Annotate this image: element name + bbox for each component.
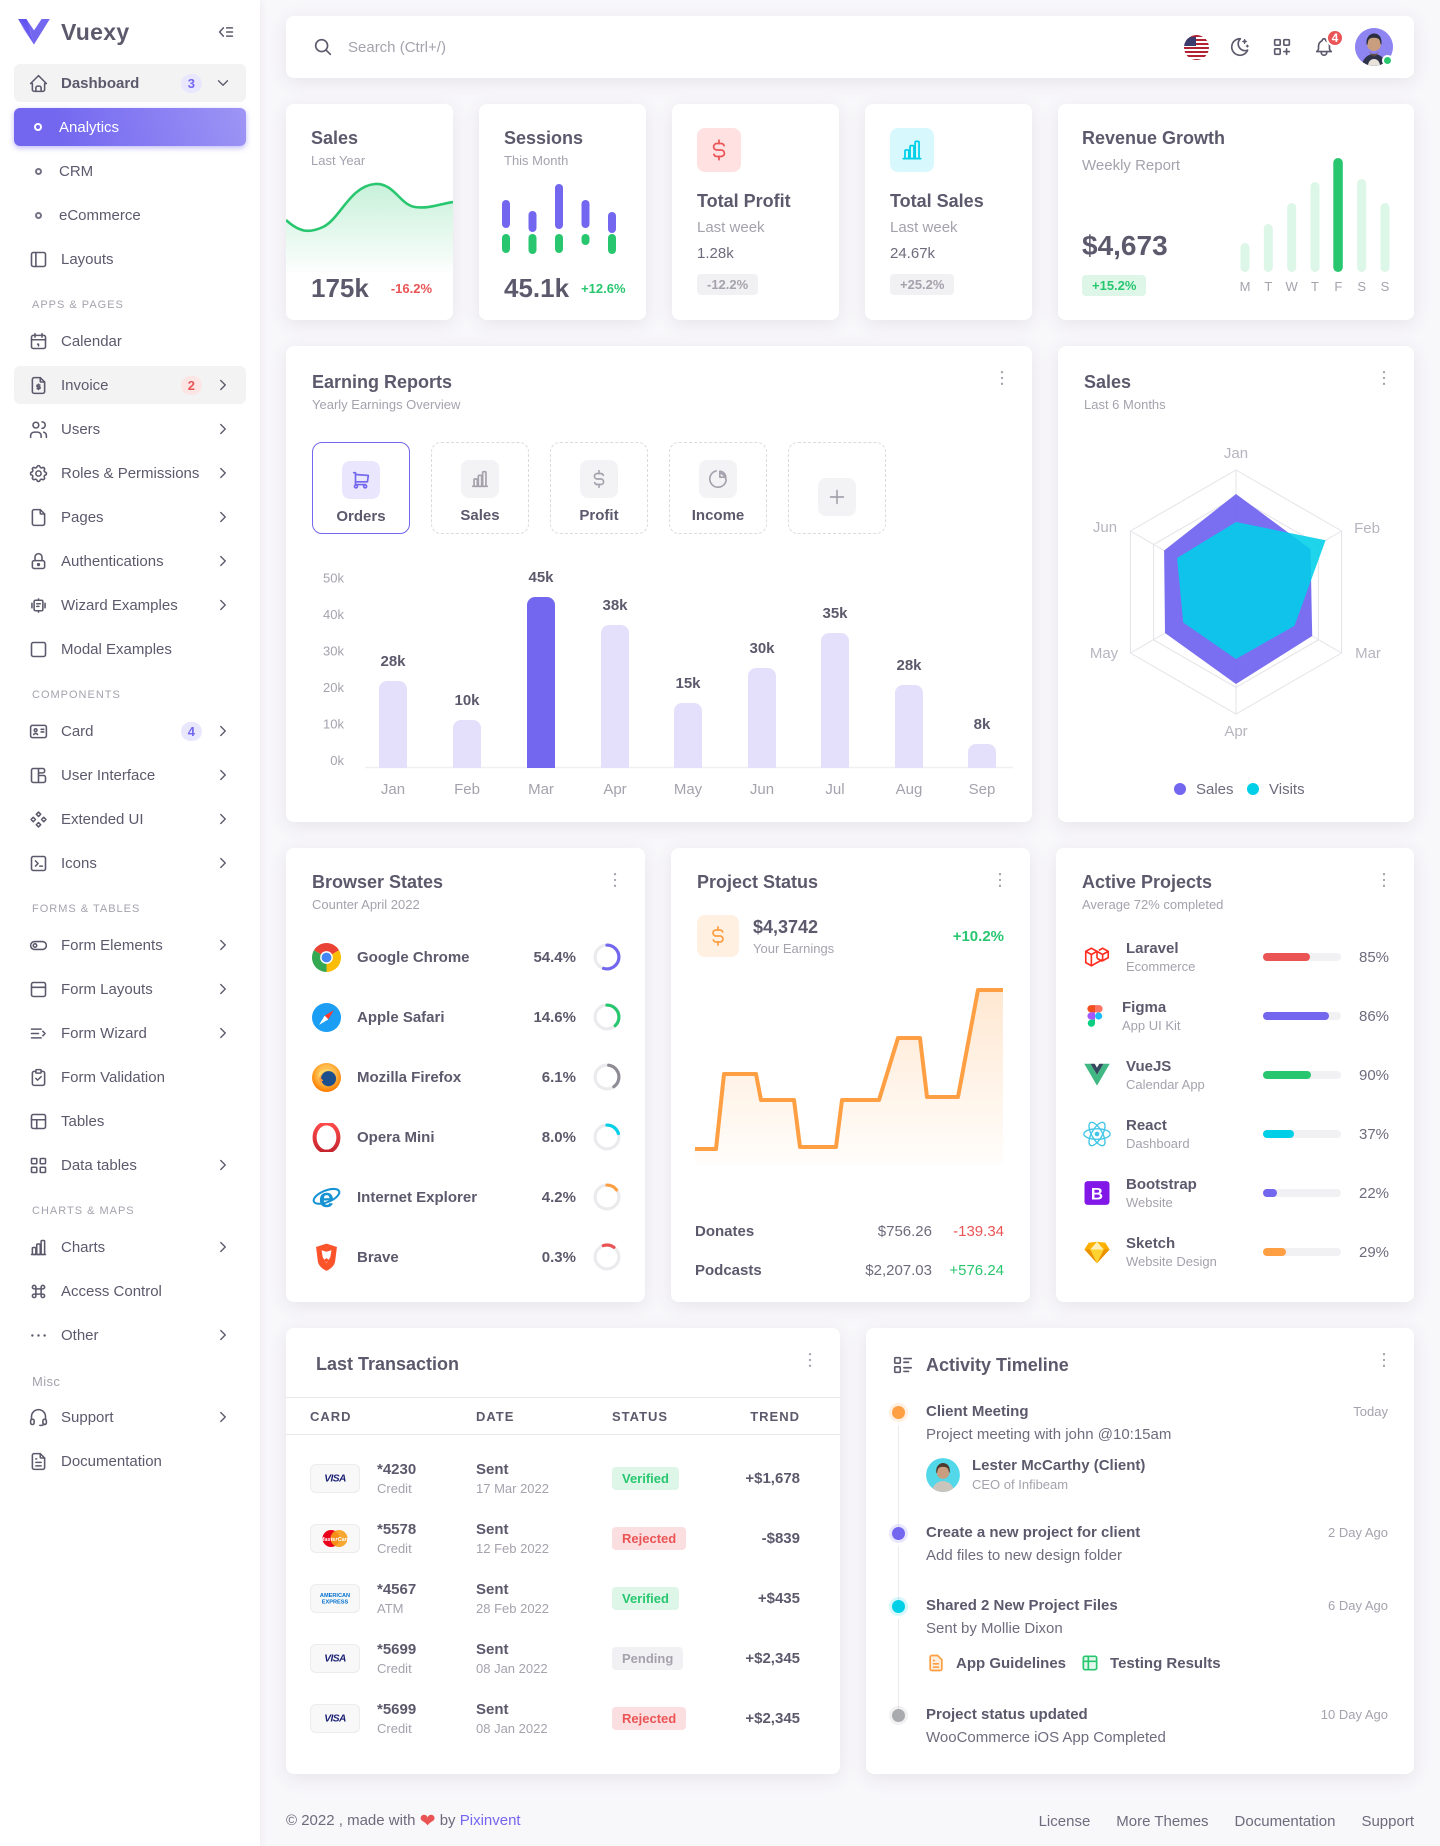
svg-text:M: M (1240, 280, 1251, 294)
svg-text:10k: 10k (323, 717, 344, 732)
svg-text:Jan: Jan (381, 781, 405, 798)
svg-text:Visits: Visits (1269, 781, 1305, 798)
svg-text:AMERICAN: AMERICAN (320, 1593, 350, 1599)
svg-text:T: T (1311, 280, 1319, 294)
svg-text:20k: 20k (323, 680, 344, 695)
svg-text:e: e (319, 1183, 334, 1212)
svg-text:May: May (674, 781, 703, 798)
svg-text:15k: 15k (675, 675, 701, 692)
svg-text:8k: 8k (974, 716, 991, 733)
svg-text:Jan: Jan (1224, 445, 1248, 462)
svg-text:VISA: VISA (324, 1713, 346, 1724)
svg-text:35k: 35k (822, 605, 848, 622)
svg-text:Apr: Apr (1224, 723, 1247, 740)
svg-text:May: May (1090, 645, 1119, 662)
svg-text:10k: 10k (454, 692, 480, 709)
svg-text:Feb: Feb (454, 781, 480, 798)
svg-text:EXPRESS: EXPRESS (322, 1600, 349, 1606)
svg-text:W: W (1286, 280, 1299, 294)
svg-text:45k: 45k (528, 569, 554, 586)
svg-text:50k: 50k (323, 571, 344, 586)
svg-text:30k: 30k (323, 644, 344, 659)
svg-text:VISA: VISA (324, 1653, 346, 1664)
svg-text:Aug: Aug (896, 781, 923, 798)
svg-text:Sep: Sep (969, 781, 996, 798)
svg-text:T: T (1264, 280, 1272, 294)
svg-text:28k: 28k (380, 653, 406, 670)
svg-text:0k: 0k (330, 753, 344, 768)
svg-text:Sales: Sales (1196, 781, 1234, 798)
svg-text:B: B (1091, 1184, 1103, 1203)
svg-text:S: S (1381, 280, 1390, 294)
svg-text:28k: 28k (896, 657, 922, 674)
svg-text:S: S (1357, 280, 1366, 294)
svg-text:30k: 30k (749, 640, 775, 657)
svg-text:Jul: Jul (825, 781, 844, 798)
svg-text:MasterCard: MasterCard (320, 1537, 350, 1543)
svg-text:Jun: Jun (750, 781, 774, 798)
svg-text:Mar: Mar (1355, 645, 1381, 662)
svg-text:40k: 40k (323, 607, 344, 622)
svg-text:38k: 38k (602, 597, 628, 614)
svg-text:VISA: VISA (324, 1473, 346, 1484)
svg-text:Jun: Jun (1093, 519, 1117, 536)
svg-text:F: F (1334, 280, 1342, 294)
svg-text:Apr: Apr (603, 781, 626, 798)
svg-text:Feb: Feb (1354, 520, 1380, 537)
svg-text:Mar: Mar (528, 781, 554, 798)
